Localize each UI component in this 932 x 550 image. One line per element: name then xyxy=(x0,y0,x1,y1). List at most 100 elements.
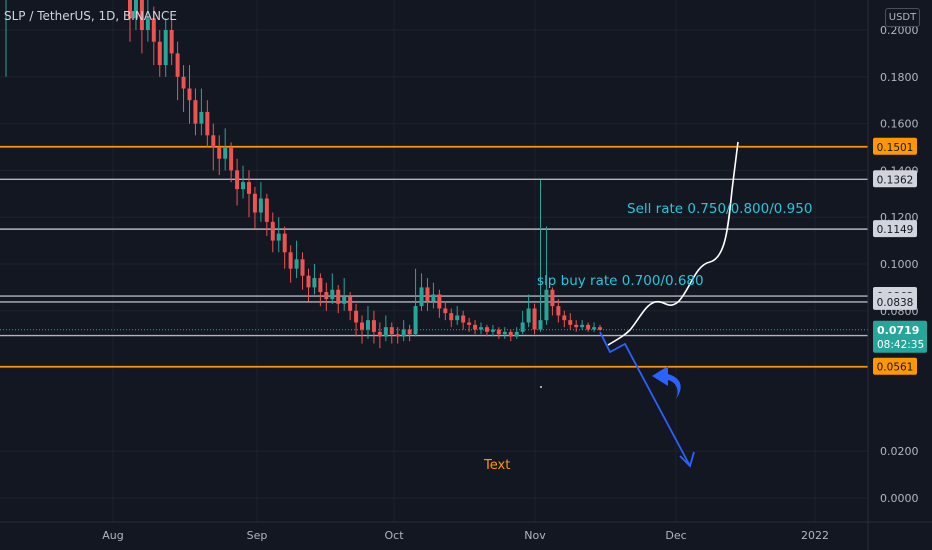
chart-grid xyxy=(0,0,868,522)
candle-body xyxy=(586,324,591,330)
last-price-tag xyxy=(873,320,927,353)
candle-body xyxy=(532,308,537,330)
candle-body xyxy=(562,315,567,321)
symbol-title[interactable]: SLP / TetherUS, 1D, BINANCE xyxy=(4,9,177,23)
candle-body xyxy=(574,324,579,328)
candle-body xyxy=(455,315,460,321)
candle-body xyxy=(431,294,436,302)
x-tick-label: Sep xyxy=(247,529,268,542)
candle-body xyxy=(139,0,144,30)
candle-body xyxy=(377,331,382,337)
level-price-tags: 0.15010.13620.11490.08630.08380.06940.06… xyxy=(873,137,927,375)
y-tick-label: 0.0200 xyxy=(880,445,919,458)
candle-body xyxy=(407,329,412,335)
level-tag xyxy=(873,170,917,188)
y-tick-label: 0.1600 xyxy=(880,118,919,131)
candle-body xyxy=(484,327,489,332)
candle-body xyxy=(389,327,394,335)
candle-body xyxy=(580,324,585,328)
candle-body xyxy=(235,170,240,190)
candlestick-series xyxy=(5,0,602,349)
candle-body xyxy=(526,308,531,323)
candle-body xyxy=(502,331,507,335)
candle-body xyxy=(169,30,174,54)
candle-body xyxy=(568,320,573,325)
candle-body xyxy=(294,259,299,269)
candle-body xyxy=(449,313,454,321)
level-tag-label: 0.0838 xyxy=(877,297,914,309)
candle-body xyxy=(496,329,501,335)
candle-body xyxy=(163,30,168,66)
candle-body xyxy=(437,294,442,309)
level-tag-label: 0.1149 xyxy=(877,224,914,236)
candle-body xyxy=(282,233,287,253)
currency-badge[interactable]: USDT xyxy=(885,8,920,27)
candle-body xyxy=(592,327,597,330)
candle-body xyxy=(229,147,234,171)
white-projection-line xyxy=(607,141,739,346)
candle-body xyxy=(556,306,561,316)
candle-body xyxy=(312,278,317,288)
candle-body xyxy=(538,320,543,330)
candle-body xyxy=(365,320,370,330)
blue-arrowhead xyxy=(679,451,695,468)
y-tick-label: 0.2000 xyxy=(880,24,919,37)
candle-body xyxy=(354,310,359,323)
x-tick-label: Dec xyxy=(665,529,686,542)
candle-body xyxy=(514,331,519,337)
candle-body xyxy=(395,334,400,337)
level-tag-label: 0.1362 xyxy=(877,174,914,186)
candle-body xyxy=(520,322,525,332)
candle-body xyxy=(371,320,376,332)
candle-body xyxy=(467,322,472,325)
candle-body xyxy=(598,327,602,330)
candle-body xyxy=(175,53,180,77)
dot-marker xyxy=(540,386,542,388)
candle-body xyxy=(401,329,406,337)
candle-body xyxy=(181,76,186,89)
candle-body xyxy=(342,296,347,304)
candle-body xyxy=(300,259,305,276)
candle-body xyxy=(490,329,495,332)
candle-body xyxy=(223,147,228,159)
candle-body xyxy=(252,193,257,213)
drawings-layer xyxy=(540,141,739,468)
candle-body xyxy=(461,315,466,323)
candle-body xyxy=(258,198,263,213)
y-tick-label: 0.1000 xyxy=(880,258,919,271)
buy-rate-annotation[interactable]: slp buy rate 0.700/0.680 xyxy=(537,273,704,289)
candle-body xyxy=(128,0,132,19)
candle-body xyxy=(360,322,365,330)
sell-rate-annotation[interactable]: Sell rate 0.750/0.800/0.950 xyxy=(627,201,813,217)
candle-body xyxy=(264,198,269,222)
level-tag-label: 0.0561 xyxy=(877,362,914,374)
candle-body xyxy=(544,289,549,321)
candle-body xyxy=(479,327,484,330)
candle-body xyxy=(324,292,329,300)
x-tick-label: Nov xyxy=(524,529,546,542)
x-tick-label: Aug xyxy=(102,529,123,542)
blue-curved-arrow-icon xyxy=(652,366,681,399)
candle-body xyxy=(419,287,424,307)
time-axis: Aug Sep Oct Nov Dec 2022 xyxy=(102,529,829,542)
x-tick-label: Oct xyxy=(384,529,404,542)
candle-body xyxy=(413,306,418,335)
text-annotation[interactable]: Text xyxy=(484,458,511,473)
last-price-label: 0.0719 xyxy=(877,324,919,337)
candle-body xyxy=(336,289,341,304)
candle-body xyxy=(550,289,555,307)
candle-body xyxy=(473,324,478,330)
x-tick-label: 2022 xyxy=(801,529,829,542)
candle-body xyxy=(288,252,293,269)
candle-body xyxy=(276,233,281,241)
candle-body xyxy=(508,331,513,337)
candle-body xyxy=(425,287,430,302)
candle-body xyxy=(318,278,323,293)
candle-body xyxy=(241,182,246,190)
y-tick-label: 0.1800 xyxy=(880,71,919,84)
level-tag xyxy=(873,137,917,155)
candle-body xyxy=(157,41,162,66)
candle-body xyxy=(246,182,251,194)
